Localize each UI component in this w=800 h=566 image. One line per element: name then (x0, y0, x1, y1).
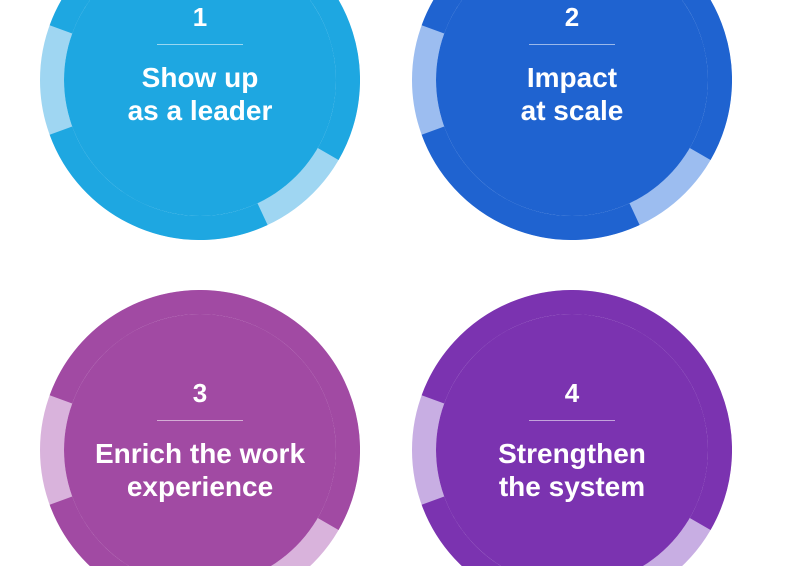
circle-3-title: Enrich the work experience (95, 437, 305, 503)
circle-4-title: Strengthen the system (498, 437, 646, 503)
circle-1: 1 Show up as a leader (40, 0, 360, 240)
circle-2-number: 2 (565, 4, 579, 30)
circle-1-divider (157, 44, 243, 45)
circle-1-title: Show up as a leader (128, 61, 273, 127)
circle-3-number: 3 (193, 380, 207, 406)
circle-1-number: 1 (193, 4, 207, 30)
infographic-stage: 1 Show up as a leader 2 Impact at scale … (0, 0, 800, 566)
circle-2-title: Impact at scale (521, 61, 624, 127)
circle-2: 2 Impact at scale (412, 0, 732, 240)
circle-4: 4 Strengthen the system (412, 290, 732, 566)
circle-4-divider (529, 420, 615, 421)
circle-3-divider (157, 420, 243, 421)
circle-4-number: 4 (565, 380, 579, 406)
circle-2-divider (529, 44, 615, 45)
circle-3: 3 Enrich the work experience (40, 290, 360, 566)
